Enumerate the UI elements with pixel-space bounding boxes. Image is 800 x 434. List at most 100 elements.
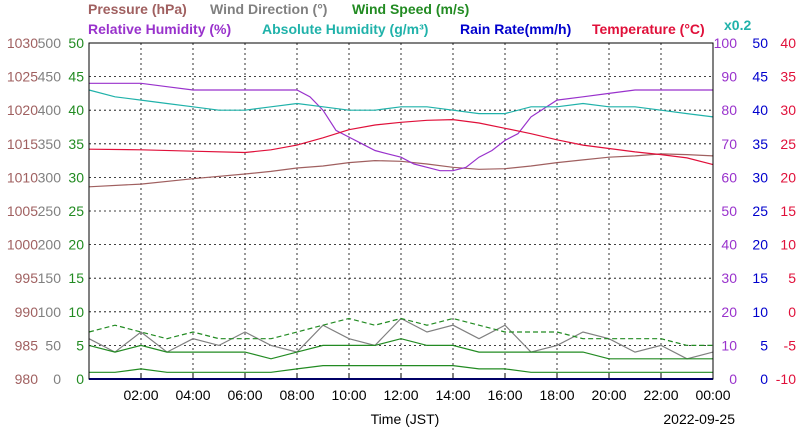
series-line-wind-speed bbox=[88, 317, 713, 346]
y-tick-label-pressure: 1010 bbox=[7, 169, 38, 185]
y-tick-label-wind-direction: 300 bbox=[38, 169, 62, 185]
y-tick-label-humidity: 10 bbox=[721, 337, 737, 353]
x-tick-label: 22:00 bbox=[643, 387, 678, 403]
y-tick-label-wind-speed: 40 bbox=[68, 102, 84, 118]
y-tick-label-wind-direction: 50 bbox=[45, 337, 61, 353]
y-tick-label-pressure: 1030 bbox=[7, 35, 38, 51]
chart-date: 2022-09-25 bbox=[663, 411, 735, 427]
y-tick-label-temperature: 25 bbox=[780, 136, 796, 152]
legend-absolute-humidity: Absolute Humidity (g/m³) bbox=[262, 21, 428, 37]
y-tick-label-pressure: 1005 bbox=[7, 203, 38, 219]
y-tick-label-wind-speed: 45 bbox=[68, 69, 84, 85]
y-tick-label-pressure: 1020 bbox=[7, 102, 38, 118]
y-tick-label-pressure: 1015 bbox=[7, 136, 38, 152]
y-tick-label-wind-speed: 30 bbox=[68, 169, 84, 185]
y-tick-label-temperature: 15 bbox=[780, 203, 796, 219]
y-tick-label-rain-rate: 50 bbox=[752, 35, 768, 51]
x-tick-label: 10:00 bbox=[331, 387, 366, 403]
x-tick-label: 00:00 bbox=[695, 387, 730, 403]
y-tick-label-pressure: 985 bbox=[15, 337, 39, 353]
x-tick-label: 04:00 bbox=[175, 387, 210, 403]
axis-ticks: 1030102510201015101010051000995990985980… bbox=[7, 35, 796, 403]
y-tick-label-humidity: 60 bbox=[721, 169, 737, 185]
legend-wind-speed: Wind Speed (m/s) bbox=[352, 1, 469, 17]
y-tick-label-pressure: 995 bbox=[15, 270, 39, 286]
y-tick-label-wind-direction: 400 bbox=[38, 102, 62, 118]
y-tick-label-wind-direction: 500 bbox=[38, 35, 62, 51]
x-tick-label: 20:00 bbox=[591, 387, 626, 403]
series-line-temperature bbox=[88, 118, 714, 166]
y-tick-label-humidity: 50 bbox=[721, 203, 737, 219]
x-tick-label: 02:00 bbox=[123, 387, 158, 403]
y-tick-label-rain-rate: 15 bbox=[752, 270, 768, 286]
y-tick-label-wind-direction: 350 bbox=[38, 136, 62, 152]
y-tick-label-humidity: 90 bbox=[721, 69, 737, 85]
legend-rain-rate: Rain Rate(mm/h) bbox=[460, 21, 571, 37]
plot-frame bbox=[88, 42, 714, 380]
legend-relative-humidity: Relative Humidity (%) bbox=[88, 21, 231, 37]
y-tick-label-temperature: -10 bbox=[776, 371, 796, 387]
y-tick-label-temperature: 5 bbox=[788, 270, 796, 286]
y-tick-label-wind-speed: 10 bbox=[68, 304, 84, 320]
y-tick-label-wind-speed: 15 bbox=[68, 270, 84, 286]
y-tick-label-pressure: 990 bbox=[15, 304, 39, 320]
x-tick-label: 14:00 bbox=[435, 387, 470, 403]
x-axis-title: Time (JST) bbox=[371, 411, 440, 427]
y-tick-label-rain-rate: 30 bbox=[752, 169, 768, 185]
y-tick-label-humidity: 0 bbox=[729, 371, 737, 387]
y-tick-label-pressure: 1025 bbox=[7, 69, 38, 85]
y-tick-label-wind-speed: 0 bbox=[76, 371, 84, 387]
legend-wind-direction: Wind Direction (°) bbox=[210, 1, 327, 17]
y-tick-label-temperature: 35 bbox=[780, 69, 796, 85]
series-line-humidity bbox=[89, 82, 713, 172]
y-tick-label-temperature: 0 bbox=[788, 304, 796, 320]
y-tick-label-pressure: 1000 bbox=[7, 237, 38, 253]
y-tick-label-wind-direction: 0 bbox=[53, 371, 61, 387]
y-tick-label-wind-direction: 450 bbox=[38, 69, 62, 85]
y-tick-label-rain-rate: 10 bbox=[752, 304, 768, 320]
x-tick-label: 18:00 bbox=[539, 387, 574, 403]
y-tick-label-wind-speed: 20 bbox=[68, 237, 84, 253]
y-tick-label-temperature: -5 bbox=[784, 337, 797, 353]
y-tick-label-humidity: 100 bbox=[714, 35, 738, 51]
y-tick-label-wind-speed: 35 bbox=[68, 136, 84, 152]
y-tick-label-rain-rate: 5 bbox=[760, 337, 768, 353]
y-tick-label-humidity: 30 bbox=[721, 270, 737, 286]
y-tick-label-wind-direction: 100 bbox=[38, 304, 62, 320]
y-tick-label-wind-speed: 5 bbox=[76, 337, 84, 353]
y-tick-label-wind-direction: 250 bbox=[38, 203, 62, 219]
y-tick-label-rain-rate: 0 bbox=[760, 371, 768, 387]
y-tick-label-temperature: 40 bbox=[780, 35, 796, 51]
y-tick-label-humidity: 80 bbox=[721, 102, 737, 118]
y-tick-label-wind-direction: 150 bbox=[38, 270, 62, 286]
x-tick-label: 06:00 bbox=[227, 387, 262, 403]
y-tick-label-wind-speed: 50 bbox=[68, 35, 84, 51]
y-tick-label-rain-rate: 35 bbox=[752, 136, 768, 152]
y-tick-label-temperature: 10 bbox=[780, 237, 796, 253]
y-tick-label-humidity: 40 bbox=[721, 237, 737, 253]
y-tick-label-pressure: 980 bbox=[15, 371, 39, 387]
y-tick-label-humidity: 70 bbox=[721, 136, 737, 152]
series-line-wind-speed bbox=[88, 338, 713, 360]
y-tick-label-rain-rate: 25 bbox=[752, 203, 768, 219]
x-tick-label: 12:00 bbox=[383, 387, 418, 403]
y-tick-label-rain-rate: 40 bbox=[752, 102, 768, 118]
grid-lines bbox=[89, 43, 713, 379]
x-tick-label: 16:00 bbox=[487, 387, 522, 403]
legend-temperature: Temperature (°C) bbox=[592, 21, 705, 37]
y-tick-label-temperature: 20 bbox=[780, 169, 796, 185]
y-tick-label-humidity: 20 bbox=[721, 304, 737, 320]
y-tick-label-wind-speed: 25 bbox=[68, 203, 84, 219]
legend-scale-note: x0.2 bbox=[724, 17, 751, 33]
y-tick-label-rain-rate: 45 bbox=[752, 69, 768, 85]
y-tick-label-temperature: 30 bbox=[780, 102, 796, 118]
legend-pressure: Pressure (hPa) bbox=[88, 1, 187, 17]
y-tick-label-rain-rate: 20 bbox=[752, 237, 768, 253]
x-tick-label: 08:00 bbox=[279, 387, 314, 403]
series-line-humidity bbox=[88, 89, 714, 118]
series-line-wind-speed bbox=[89, 365, 713, 373]
y-tick-label-wind-direction: 200 bbox=[38, 237, 62, 253]
series-line-pressure bbox=[88, 153, 714, 188]
